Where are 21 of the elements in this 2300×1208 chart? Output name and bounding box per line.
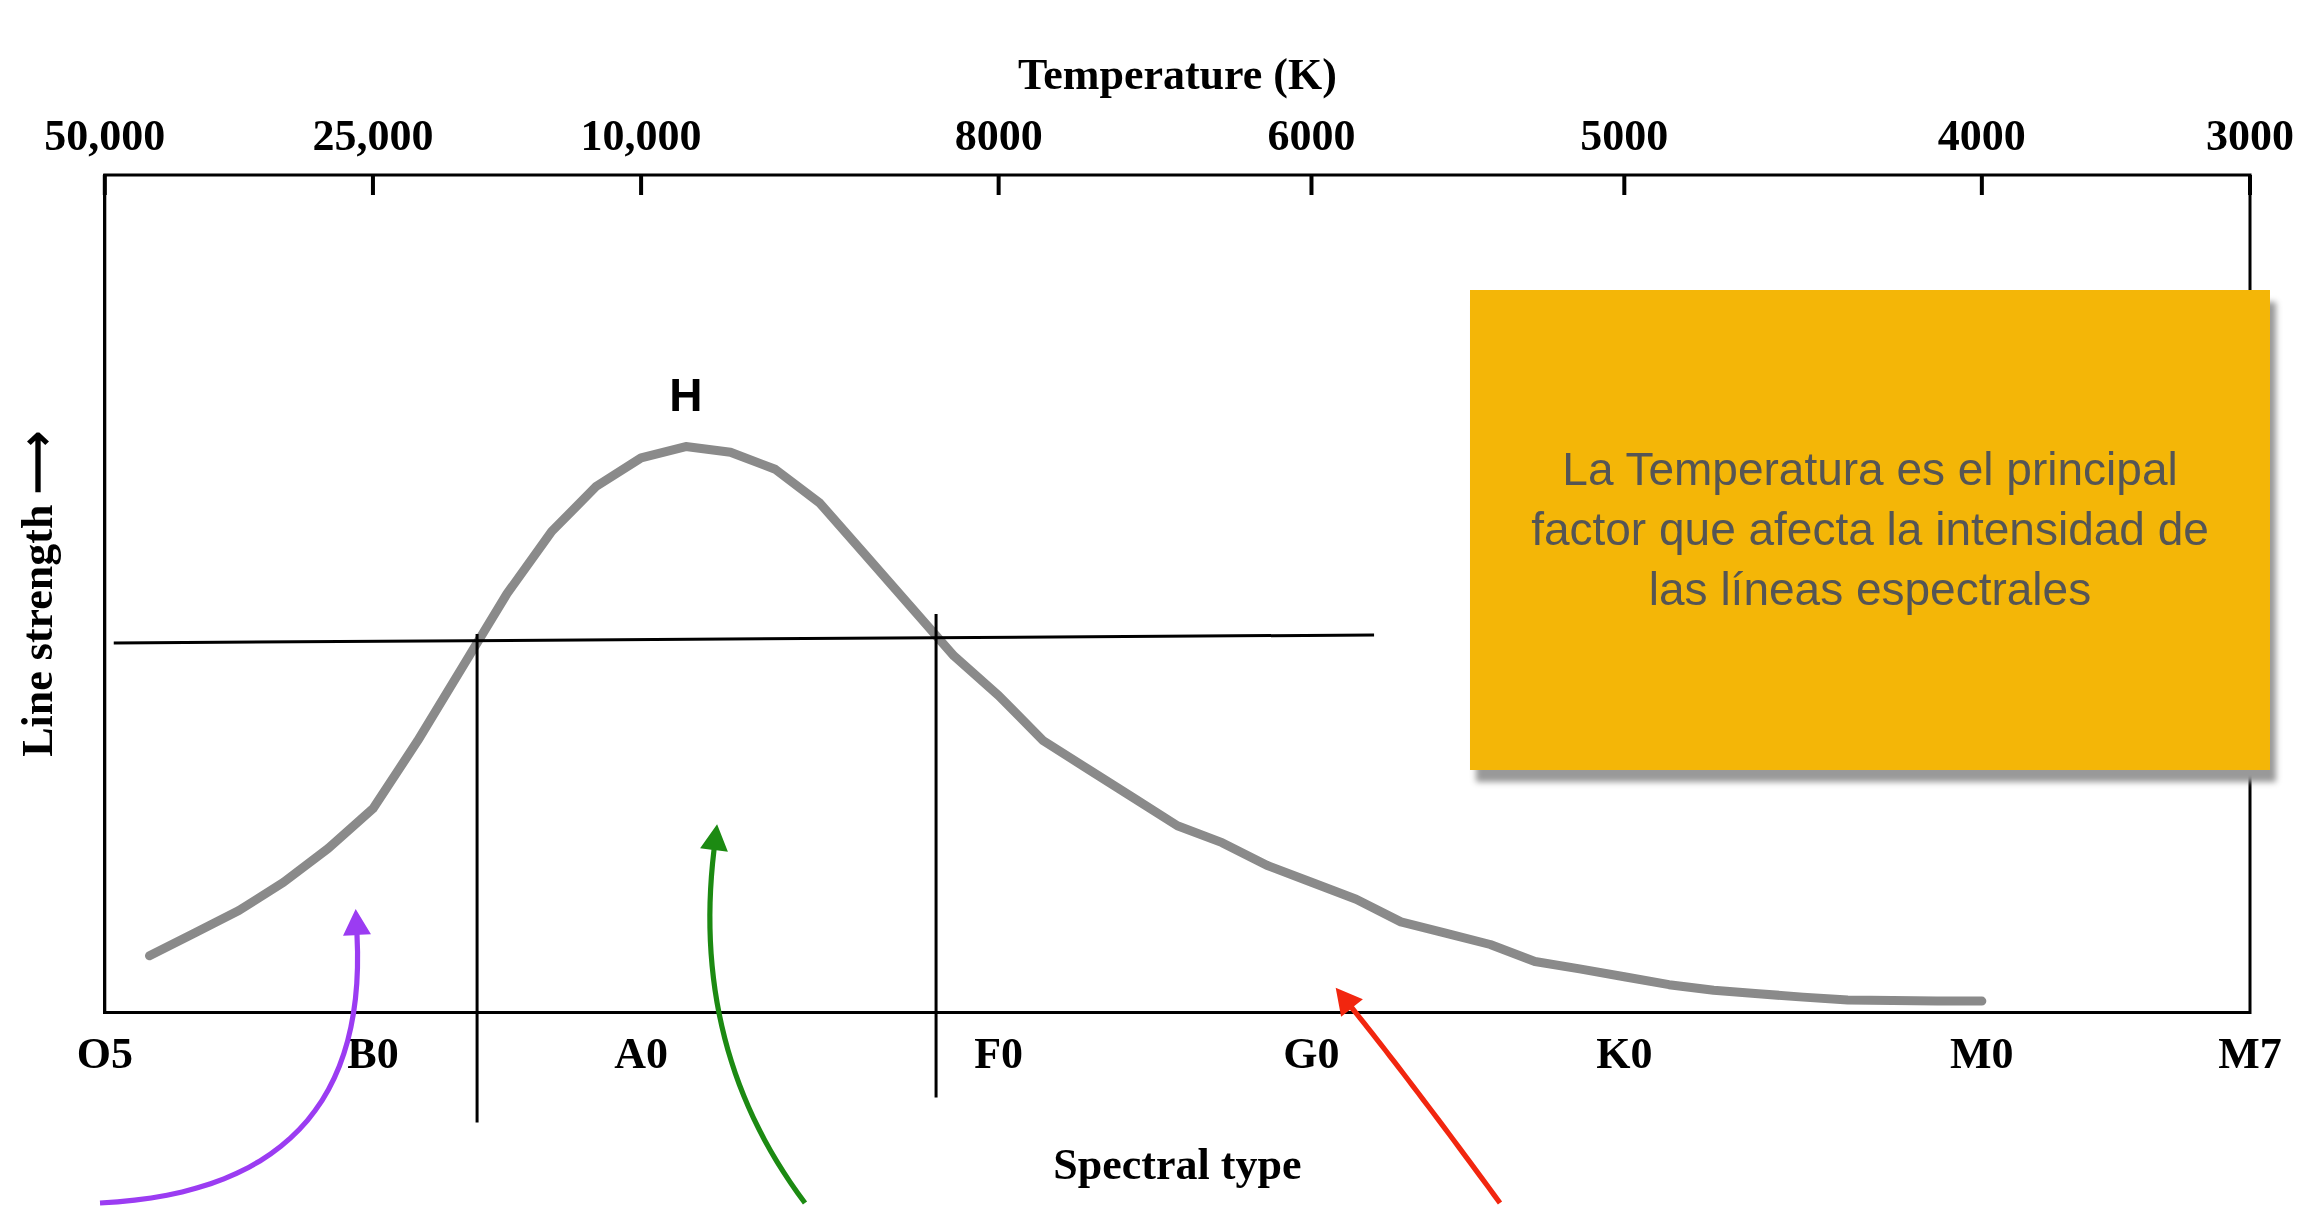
x-tick-label: F0 <box>974 1029 1024 1079</box>
x-tick-label: K0 <box>1596 1029 1653 1079</box>
text: 6000 <box>1267 111 1356 161</box>
x-tick-label: G0 <box>1283 1029 1340 1079</box>
x-tick-label: M7 <box>2218 1029 2282 1079</box>
series-label: H <box>669 368 703 421</box>
text: 10,000 <box>580 111 702 161</box>
x-axis-title: Spectral type <box>1053 1139 1302 1189</box>
x-tick-label: O5 <box>76 1029 133 1079</box>
text: 25,000 <box>312 111 434 161</box>
x-tick-label: A0 <box>614 1029 668 1079</box>
text: 8000 <box>954 111 1043 161</box>
text: 4000 <box>1937 111 2026 161</box>
x2-axis-title: Temperature (K) <box>1017 50 1337 100</box>
text: 50,000 <box>44 111 166 161</box>
x-tick-label: M0 <box>1950 1029 2014 1079</box>
x-tick-label: B0 <box>347 1029 399 1079</box>
text: 5000 <box>1580 111 1669 161</box>
y-axis-title: Line strength ⟶ <box>12 430 62 757</box>
annotation: La Temperatura es el principal factor que afecta la intensidad de las líneas espectrales <box>1470 290 2270 770</box>
text: 3000 <box>2206 111 2294 161</box>
